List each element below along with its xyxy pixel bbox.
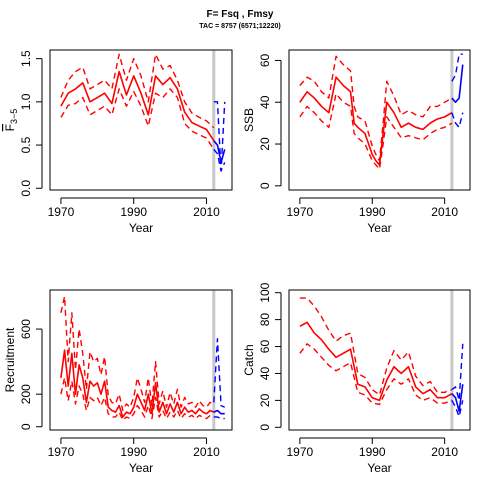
catch-series-projection-upper [451,343,464,402]
recruitment-y-axis-label: Recruitment [3,327,17,392]
catch-y-tick-label: 40 [258,366,272,380]
f-y-tick-label: 1.5 [19,50,33,67]
ssb-plot-frame [288,49,471,191]
f-x-tick-label: 1970 [48,205,75,219]
f-series-historical-upper [60,53,215,129]
recruitment-series-historical-upper [60,295,215,412]
ssb-y-tick-label: 40 [258,95,272,109]
recruitment-x-tick-label: 2010 [193,445,220,459]
recruitment-series-projection-upper [213,338,226,408]
ssb-series-historical-upper [299,55,453,162]
catch-y-tick-label: 0 [258,424,272,431]
f-series-projection-lower [213,148,226,172]
catch-series-projection-median [451,384,464,412]
f-series-projection-median [213,140,226,164]
page-title: F= Fsq , Fmsy [206,9,274,20]
catch-x-tick-label: 2010 [431,445,458,459]
catch-series-historical-upper [299,297,453,396]
f-series-projection-upper [213,101,226,172]
recruitment-x-tick-label: 1990 [120,445,147,459]
ssb-x-tick-label: 2010 [431,205,458,219]
catch-y-tick-label: 100 [258,282,272,302]
f-series-historical-lower [60,88,215,150]
ssb-x-tick-label: 1990 [359,205,386,219]
recruitment-x-tick-label: 1970 [48,445,75,459]
catch-y-axis-label: Catch [242,344,256,375]
ssb-series-projection-lower [451,112,464,129]
recruitment-series-historical-median [60,349,215,418]
ssb-x-tick-label: 1970 [287,205,314,219]
ssb-y-tick-label: 20 [258,137,272,151]
recruitment-y-tick-label: 600 [19,319,33,339]
catch-x-tick-label: 1970 [287,445,314,459]
ssb-series-historical-lower [299,93,453,170]
catch-y-tick-label: 20 [258,393,272,407]
catch-chart-panel: 1970 1990 2010 Year 0 20 40 60 80 100 Catch [242,282,471,475]
recruitment-series-projection-lower [213,416,225,420]
ssb-y-tick-label: 0 [258,182,272,189]
f-y-tick-label: 1.0 [19,93,33,110]
recruitment-series-projection-median [213,409,225,415]
catch-series-historical-median [299,321,453,402]
f-y-axis-label: F3−5 [3,109,19,132]
recruitment-y-tick-label: 0 [19,423,33,430]
f-y-axis-label-main: F [3,124,17,131]
f-chart-panel: 1970 1990 2010 Year 0.0 0.5 1.0 1.5 F3−5 [3,49,233,235]
f-y-axis-label-subscript: 3−5 [9,109,19,124]
f-y-tick-label: 0.5 [19,136,33,153]
ssb-y-tick-label: 60 [258,53,272,67]
ssb-x-axis-label: Year [367,221,391,235]
f-x-tick-label: 1990 [120,205,147,219]
catch-x-tick-label: 1990 [359,445,386,459]
ssb-series-historical-median [299,76,453,166]
catch-plot-frame [288,289,471,431]
f-y-tick-label: 0.0 [19,180,33,197]
page-subtitle: TAC = 8757 (6571;12220) [199,23,281,30]
f-plot-frame [49,49,233,191]
ssb-y-axis-label: SSB [242,108,256,132]
catch-x-axis-label: Year [367,461,391,475]
catch-y-tick-label: 80 [258,313,272,327]
f-x-tick-label: 2010 [193,205,220,219]
catch-y-tick-label: 60 [258,340,272,354]
ssb-series-projection-median [451,64,464,104]
catch-series-projection-lower [451,400,464,418]
f-x-axis-label: Year [129,221,153,235]
recruitment-x-axis-label: Year [129,461,153,475]
catch-series-historical-lower [299,343,453,406]
recruitment-y-tick-label: 200 [19,384,33,404]
recruitment-plot-frame [49,289,233,431]
ssb-chart-panel: 1970 1990 2010 Year 0 20 40 60 SSB [242,49,471,235]
ssb-series-projection-upper [451,53,463,82]
f-series-historical-median [60,70,215,142]
recruitment-series-historical-lower [60,377,215,421]
